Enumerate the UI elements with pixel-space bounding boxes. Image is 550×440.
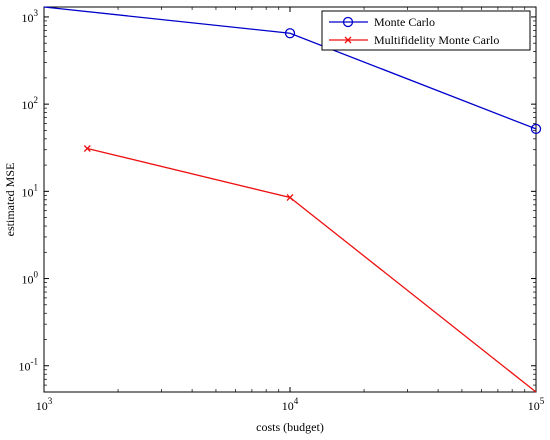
data-point-multifidelity-monte-carlo [286,194,294,201]
minor-ticks [44,7,536,392]
data-point-multifidelity-monte-carlo [83,145,91,152]
legend-label-multifidelity: Multifidelity Monte Carlo [374,33,499,47]
y-tick-label: 103 [22,8,39,25]
data-point-monte-carlo [284,28,296,39]
series-line-monte-carlo [43,6,537,130]
x-tick-label: 103 [36,396,53,413]
legend-marker-cross-icon [344,36,352,44]
series-layer [43,6,542,393]
y-tick-label: 101 [22,182,39,199]
y-axis-label: estimated MSE [3,163,17,237]
x-axis-label: costs (budget) [256,420,324,434]
data-point-monte-carlo [530,123,542,135]
legend-label-monte-carlo: Monte Carlo [374,15,435,29]
y-tick-label: 102 [22,95,39,112]
plot-area: 103 104 105 10-1 100 101 102 103 [19,6,545,413]
y-axis-ticks: 10-1 100 101 102 103 [19,8,536,374]
legend: Monte Carlo Multifidelity Monte Carlo [321,10,531,51]
y-tick-label: 10-1 [19,357,39,374]
x-tick-label: 104 [282,396,299,413]
y-tick-label: 100 [22,270,39,287]
legend-marker-circle-icon [342,16,354,28]
x-axis-ticks: 103 104 105 [36,7,545,413]
series-line-multifidelity-monte-carlo [87,147,537,393]
x-tick-label: 105 [528,396,545,413]
legend-box [321,10,531,51]
